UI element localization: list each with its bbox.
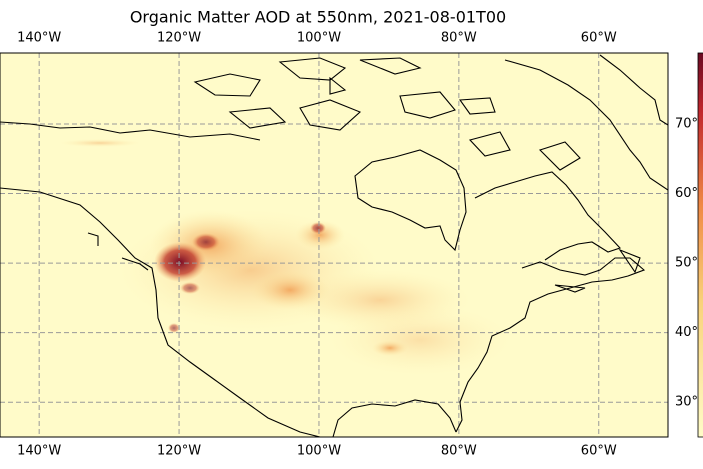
map-title: Organic Matter AOD at 550nm, 2021-08-01T… — [130, 8, 506, 27]
x-tick-label-top: 80°W — [441, 31, 477, 46]
aerosol-field — [60, 139, 510, 375]
x-tick-label-bottom: 80°W — [441, 444, 477, 459]
colorbar — [697, 52, 703, 438]
x-tick-label-bottom: 60°W — [581, 444, 617, 459]
x-tick-label-top: 100°W — [297, 31, 341, 46]
y-tick-label: 40° — [675, 325, 698, 340]
x-tick-label-bottom: 120°W — [157, 444, 201, 459]
y-tick-label: 70° — [675, 116, 698, 131]
y-tick-label: 50° — [675, 256, 698, 271]
y-tick-label: 30° — [675, 395, 698, 410]
x-tick-label-bottom: 100°W — [297, 444, 341, 459]
coastlines — [0, 54, 668, 437]
x-tick-label-top: 60°W — [581, 31, 617, 46]
map-area — [0, 53, 668, 437]
x-tick-label-bottom: 140°W — [17, 444, 61, 459]
x-tick-label-top: 140°W — [17, 31, 61, 46]
x-tick-label-top: 120°W — [157, 31, 201, 46]
map-frame — [0, 52, 669, 438]
y-tick-label: 60° — [675, 186, 698, 201]
